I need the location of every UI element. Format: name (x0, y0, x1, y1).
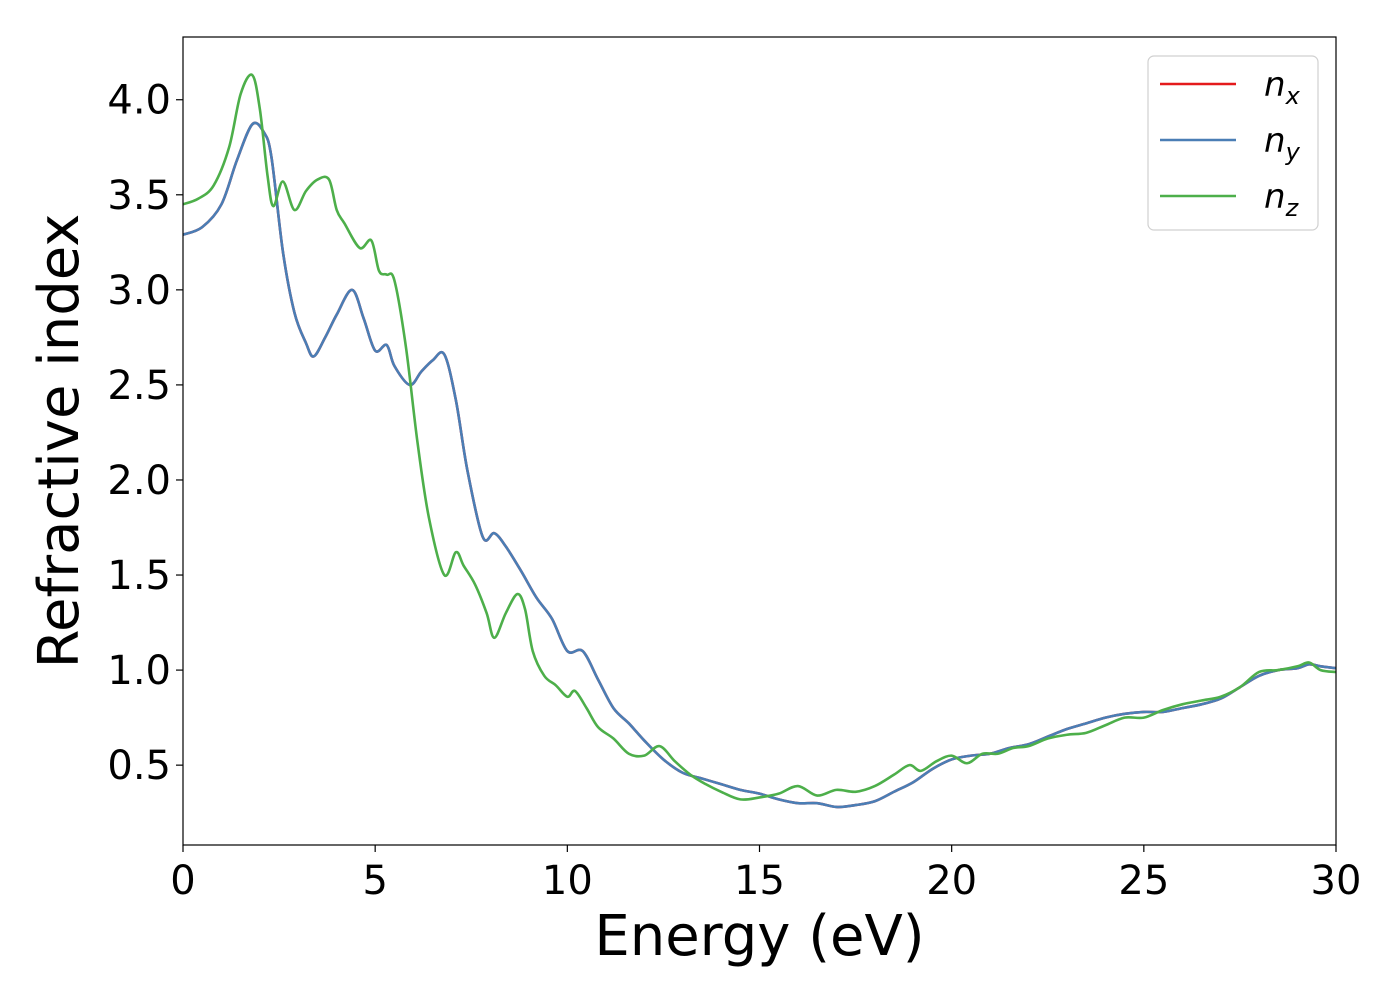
y-tick-label: 3.5 (107, 173, 171, 219)
series-line-ny (183, 121, 1336, 809)
x-axis-label: Energy (eV) (594, 904, 924, 969)
y-tick-label: 1.5 (107, 553, 171, 599)
legend-label-nx: nx (1264, 65, 1301, 110)
legend-box (1147, 55, 1319, 231)
x-tick-label: 10 (542, 858, 593, 904)
x-tick-label: 20 (926, 858, 977, 904)
y-tick-label: 2.5 (107, 363, 171, 409)
legend-label-ny: ny (1264, 121, 1301, 166)
x-axis-ticks: 0 5 10 15 20 25 30 (170, 845, 1361, 904)
legend-label-nz: nz (1264, 177, 1300, 222)
series-layer (183, 73, 1336, 809)
y-tick-label: 2.0 (107, 458, 171, 504)
x-tick-label: 0 (170, 858, 195, 904)
y-axis-label: Refractive index (27, 214, 92, 669)
x-tick-label: 25 (1118, 858, 1169, 904)
y-tick-label: 0.5 (107, 743, 171, 789)
x-tick-label: 30 (1311, 858, 1362, 904)
legend: nx ny nz (1147, 55, 1319, 231)
y-axis-ticks: 0.5 1.0 1.5 2.0 2.5 3.0 3.5 4.0 (107, 78, 183, 789)
x-tick-label: 15 (734, 858, 785, 904)
y-tick-label: 1.0 (107, 648, 171, 694)
y-tick-label: 4.0 (107, 78, 171, 124)
y-tick-label: 3.0 (107, 268, 171, 314)
x-tick-label: 5 (362, 858, 387, 904)
series-line-nz (183, 73, 1336, 801)
